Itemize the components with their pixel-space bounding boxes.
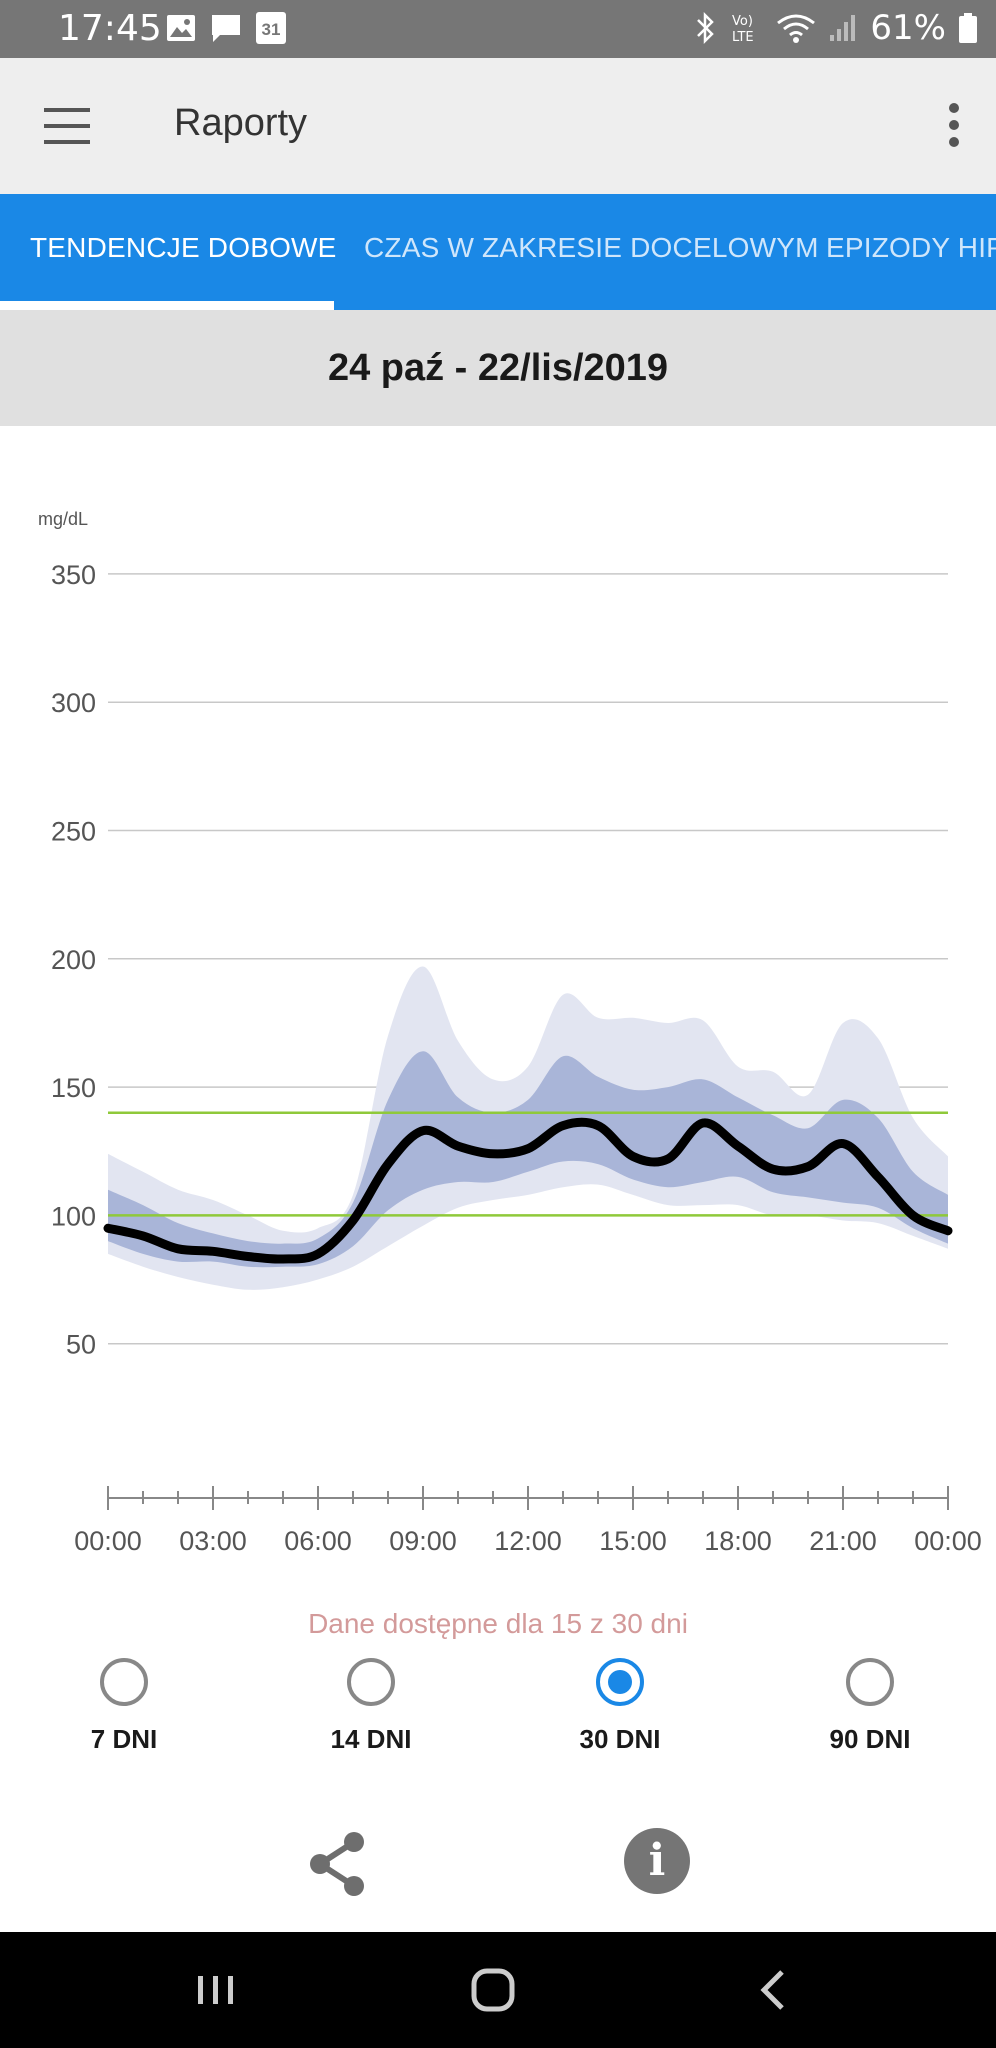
status-notification-icons: 31: [166, 12, 286, 44]
y-tick-label-100: 100: [51, 1201, 96, 1231]
period-label-90-days: 90 DNI: [829, 1724, 911, 1754]
share-button[interactable]: [304, 1828, 376, 1900]
period-option-7-days[interactable]: 7 DNI: [44, 1658, 204, 1755]
report-tabs: TENDENCJE DOBOWE CZAS W ZAKRESIE DOCELOW…: [0, 194, 996, 310]
radio-7-days[interactable]: [100, 1658, 148, 1706]
hamburger-menu-icon: [44, 108, 90, 144]
info-button[interactable]: i: [624, 1828, 690, 1894]
y-tick-label-250: 250: [51, 817, 96, 847]
calendar-day: 31: [261, 20, 281, 39]
active-tab-indicator: [0, 301, 334, 310]
message-icon: [212, 15, 240, 42]
radio-14-days[interactable]: [347, 1658, 395, 1706]
x-tick-label-0: 00:00: [74, 1526, 142, 1556]
date-range-bar: 24 paź - 22/lis/2019: [0, 310, 996, 426]
y-tick-label-350: 350: [51, 560, 96, 590]
home-button[interactable]: [464, 1962, 524, 2018]
menu-button[interactable]: [36, 98, 100, 154]
x-tick-label-5: 15:00: [599, 1526, 667, 1556]
tab-time-in-range[interactable]: CZAS W ZAKRESIE DOCELOWYM: [364, 232, 819, 263]
y-tick-label-50: 50: [66, 1330, 96, 1360]
more-vertical-icon: [949, 103, 959, 147]
median-line: [103, 1117, 953, 1264]
battery-icon: [959, 13, 977, 43]
x-tick-label-6: 18:00: [704, 1526, 772, 1556]
wifi-icon: [777, 14, 816, 43]
period-option-90-days[interactable]: 90 DNI: [790, 1658, 950, 1755]
period-label-30-days: 30 DNI: [579, 1724, 661, 1754]
x-tick-label-3: 09:00: [389, 1526, 457, 1556]
app-bar: Raporty: [0, 58, 996, 194]
status-time: 17:45: [58, 8, 162, 49]
info-icon: i: [648, 1835, 666, 1886]
date-range: 24 paź - 22/lis/2019: [327, 346, 669, 389]
volte-icon: Vo)LTE: [732, 14, 754, 45]
radio-90-days[interactable]: [846, 1658, 894, 1706]
x-tick-label-2: 06:00: [284, 1526, 352, 1556]
home-icon: [471, 1968, 515, 2012]
radio-30-days[interactable]: [596, 1658, 644, 1706]
gallery-icon: [167, 15, 195, 41]
y-tick-label-150: 150: [51, 1073, 96, 1103]
daily-trends-chart: mg/dL 50 100 150 200 250 300 350 00:00 03:00 06:00…: [38, 509, 982, 1556]
page-title: Raporty: [174, 102, 308, 144]
tab-hypoglycemia-episodes[interactable]: EPIZODY HIPOGLIKEMII: [826, 232, 996, 263]
back-icon: [760, 1970, 784, 2010]
svg-text:LTE: LTE: [732, 30, 754, 45]
y-axis-unit-label: mg/dL: [38, 509, 88, 529]
recent-apps-icon: [198, 1976, 233, 2004]
share-icon: [310, 1832, 364, 1896]
svg-text:Vo): Vo): [732, 14, 753, 29]
period-label-14-days: 14 DNI: [330, 1724, 412, 1754]
period-label-7-days: 7 DNI: [90, 1724, 158, 1754]
status-bar: 17:45 31 Vo) LTE 61%: [0, 0, 996, 58]
y-tick-label-300: 300: [51, 688, 96, 718]
x-tick-label-7: 21:00: [809, 1526, 877, 1556]
x-tick-label-8: 00:00: [914, 1526, 982, 1556]
band-25-75-percentile: [108, 1051, 948, 1268]
tab-daily-trends[interactable]: TENDENCJE DOBOWE: [30, 232, 337, 263]
data-availability-note: Dane dostępne dla 15 z 30 dni: [308, 1608, 688, 1639]
period-option-30-days[interactable]: 30 DNI: [540, 1658, 700, 1755]
battery-percentage: 61%: [870, 8, 946, 48]
system-navigation-bar: [0, 1932, 996, 2048]
signal-icon: [830, 15, 856, 41]
bluetooth-icon: [697, 11, 715, 45]
y-tick-label-200: 200: [51, 945, 96, 975]
back-button[interactable]: [744, 1962, 804, 2018]
status-system-icons: Vo) LTE 61%: [694, 8, 978, 48]
calendar-icon: 31: [256, 12, 286, 44]
period-option-14-days[interactable]: 14 DNI: [291, 1658, 451, 1755]
x-tick-label-4: 12:00: [494, 1526, 562, 1556]
x-tick-label-1: 03:00: [179, 1526, 247, 1556]
recent-apps-button[interactable]: [186, 1962, 246, 2018]
more-options-button[interactable]: [942, 98, 966, 154]
